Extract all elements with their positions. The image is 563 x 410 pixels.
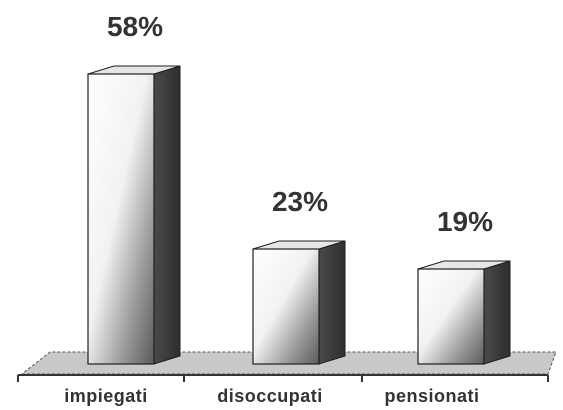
x-axis xyxy=(17,374,549,382)
bar-front xyxy=(252,248,320,365)
bar-side xyxy=(153,65,181,365)
bars xyxy=(87,65,511,365)
bar-front xyxy=(87,73,155,365)
bar-side xyxy=(318,240,346,365)
labels: 58% impiegati 23% disoccupati 19% pensionati xyxy=(64,11,493,406)
category-label: pensionati xyxy=(384,386,479,406)
bar-side xyxy=(483,260,511,365)
value-label: 23% xyxy=(272,186,328,217)
bar-impiegati xyxy=(87,65,181,365)
bar-front xyxy=(417,268,485,365)
value-label: 58% xyxy=(107,11,163,42)
bar-pensionati xyxy=(417,260,511,365)
category-label: disoccupati xyxy=(217,386,323,406)
bar-disoccupati xyxy=(252,240,346,365)
category-label: impiegati xyxy=(64,386,148,406)
value-label: 19% xyxy=(437,206,493,237)
